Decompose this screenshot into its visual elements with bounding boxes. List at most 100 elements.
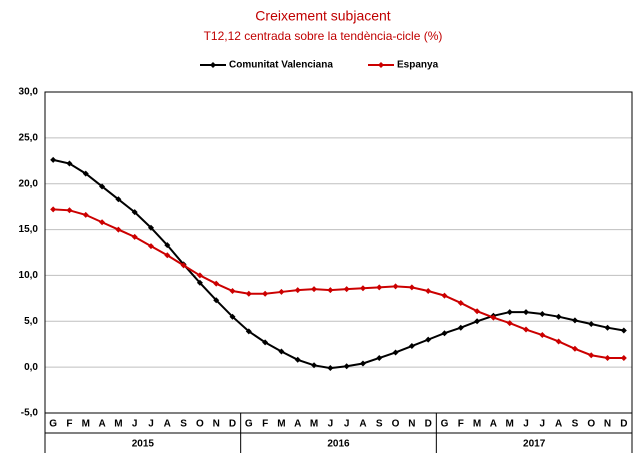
- data-point: [50, 156, 57, 163]
- data-point: [425, 288, 432, 295]
- data-point: [457, 324, 464, 331]
- x-tick-label: A: [294, 419, 301, 430]
- x-tick-label: G: [441, 419, 449, 430]
- data-point: [555, 338, 562, 345]
- legend-label: Espanya: [397, 60, 439, 71]
- data-point: [392, 349, 399, 356]
- data-point: [294, 287, 301, 294]
- data-point: [196, 279, 203, 286]
- x-tick-label: O: [196, 419, 204, 430]
- data-point: [571, 345, 578, 352]
- data-point: [376, 354, 383, 361]
- data-point: [571, 317, 578, 324]
- data-point: [245, 328, 252, 335]
- data-point: [82, 211, 89, 218]
- data-point: [229, 288, 236, 295]
- data-point: [196, 272, 203, 279]
- data-point: [506, 309, 513, 316]
- data-point: [147, 224, 154, 231]
- y-tick-label: 0,0: [24, 362, 38, 373]
- x-tick-label: D: [425, 419, 432, 430]
- x-tick-label: N: [604, 419, 611, 430]
- data-point: [506, 320, 513, 327]
- data-point: [604, 354, 611, 361]
- data-point: [327, 287, 334, 294]
- x-tick-label: M: [506, 419, 514, 430]
- x-tick-label: J: [540, 419, 546, 430]
- y-tick-label: 5,0: [24, 316, 38, 327]
- data-point: [408, 284, 415, 291]
- x-tick-label: F: [66, 419, 72, 430]
- x-tick-label: M: [310, 419, 318, 430]
- data-point: [523, 309, 530, 316]
- x-tick-label: A: [359, 419, 366, 430]
- x-tick-label: M: [114, 419, 122, 430]
- data-point: [620, 327, 627, 334]
- data-point: [262, 290, 269, 297]
- data-point: [474, 318, 481, 325]
- x-tick-label: D: [620, 419, 627, 430]
- x-tick-label: J: [328, 419, 334, 430]
- data-point: [131, 209, 138, 216]
- data-point: [555, 313, 562, 320]
- x-tick-label: M: [473, 419, 481, 430]
- data-point: [147, 243, 154, 250]
- y-tick-label: 15,0: [19, 224, 39, 235]
- data-point: [115, 226, 122, 233]
- data-point: [164, 252, 171, 259]
- x-tick-label: S: [572, 419, 579, 430]
- data-point: [474, 308, 481, 315]
- x-tick-label: D: [229, 419, 236, 430]
- data-point: [523, 326, 530, 333]
- y-tick-label: 30,0: [19, 87, 39, 98]
- x-group-label: 2016: [327, 439, 350, 450]
- data-point: [588, 321, 595, 328]
- y-tick-label: 10,0: [19, 270, 39, 281]
- x-tick-label: O: [392, 419, 400, 430]
- data-point: [441, 292, 448, 299]
- x-tick-label: F: [262, 419, 268, 430]
- y-tick-label: 25,0: [19, 132, 39, 143]
- data-point: [99, 183, 106, 190]
- data-point: [180, 262, 187, 269]
- x-tick-label: N: [408, 419, 415, 430]
- x-tick-label: A: [555, 419, 562, 430]
- series-line: [52, 158, 625, 370]
- data-point: [66, 207, 73, 214]
- x-tick-label: O: [587, 419, 595, 430]
- x-tick-label: M: [277, 419, 285, 430]
- x-tick-label: G: [245, 419, 253, 430]
- data-point: [213, 280, 220, 287]
- x-tick-label: J: [523, 419, 529, 430]
- subtitle: Creixement subjacent: [255, 8, 391, 24]
- data-point: [213, 297, 220, 304]
- x-tick-label: A: [490, 419, 497, 430]
- data-point: [620, 354, 627, 361]
- data-point: [343, 363, 350, 370]
- data-point: [278, 348, 285, 355]
- data-point: [311, 362, 318, 369]
- data-point: [588, 352, 595, 359]
- x-tick-label: N: [213, 419, 220, 430]
- x-group-label: 2015: [132, 439, 155, 450]
- data-point: [343, 286, 350, 293]
- data-point: [262, 339, 269, 346]
- data-point: [408, 343, 415, 350]
- x-tick-label: S: [180, 419, 187, 430]
- data-point: [311, 286, 318, 293]
- x-tick-label: F: [458, 419, 464, 430]
- data-point: [359, 360, 366, 367]
- data-point: [425, 336, 432, 343]
- data-point: [115, 196, 122, 203]
- x-tick-label: J: [344, 419, 350, 430]
- plot-border: [44, 91, 633, 414]
- data-point: [99, 219, 106, 226]
- y-tick-label: -5,0: [21, 408, 39, 419]
- x-tick-label: A: [164, 419, 171, 430]
- x-tick-label: J: [132, 419, 138, 430]
- data-point: [441, 330, 448, 337]
- data-point: [164, 242, 171, 249]
- data-point: [327, 365, 334, 372]
- data-point: [376, 284, 383, 291]
